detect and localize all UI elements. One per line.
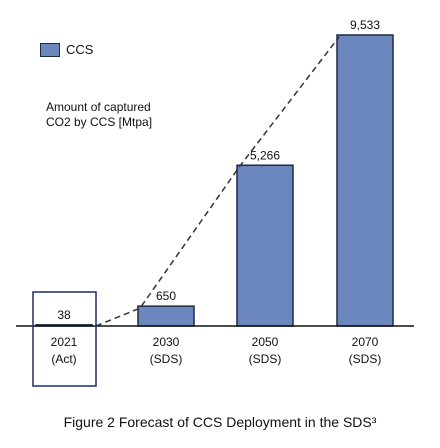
tick-label-1-1: (SDS) (150, 352, 183, 366)
tick-label-2-1: (SDS) (249, 352, 282, 366)
tick-label-3-1: (SDS) (349, 352, 382, 366)
legend-label: CCS (66, 42, 94, 57)
tick-labels-group: 2021 (Act) 2030 (SDS) 2050 (SDS) 2070 (SDS) (51, 335, 382, 366)
trend-line (95, 36, 340, 327)
value-label-1: 650 (156, 289, 176, 303)
value-label-0: 38 (57, 308, 71, 322)
value-labels-group: 38 650 5,266 9,533 (57, 18, 380, 322)
figure-caption: Figure 2 Forecast of CCS Deployment in t… (63, 414, 377, 430)
tick-label-0-0: 2021 (51, 335, 78, 349)
legend-swatch (40, 42, 60, 57)
tick-label-2-0: 2050 (252, 335, 279, 349)
y-axis-label: Amount of captured CO2 by CCS [Mtpa] (46, 100, 152, 130)
value-label-3: 9,533 (350, 18, 380, 32)
bars-group (35, 34, 394, 327)
y-axis-label-line-1: Amount of captured (46, 100, 151, 114)
tick-label-3-0: 2070 (352, 335, 379, 349)
bar-1 (137, 305, 195, 327)
highlight-box (32, 291, 97, 387)
bar-2 (236, 164, 294, 327)
tick-label-1-0: 2030 (153, 335, 180, 349)
bar-3 (336, 34, 394, 327)
legend: CCS (40, 42, 93, 57)
tick-label-0-1: (Act) (51, 352, 76, 366)
y-axis-label-line-2: CO2 by CCS [Mtpa] (46, 115, 153, 129)
value-label-2: 5,266 (250, 148, 280, 162)
